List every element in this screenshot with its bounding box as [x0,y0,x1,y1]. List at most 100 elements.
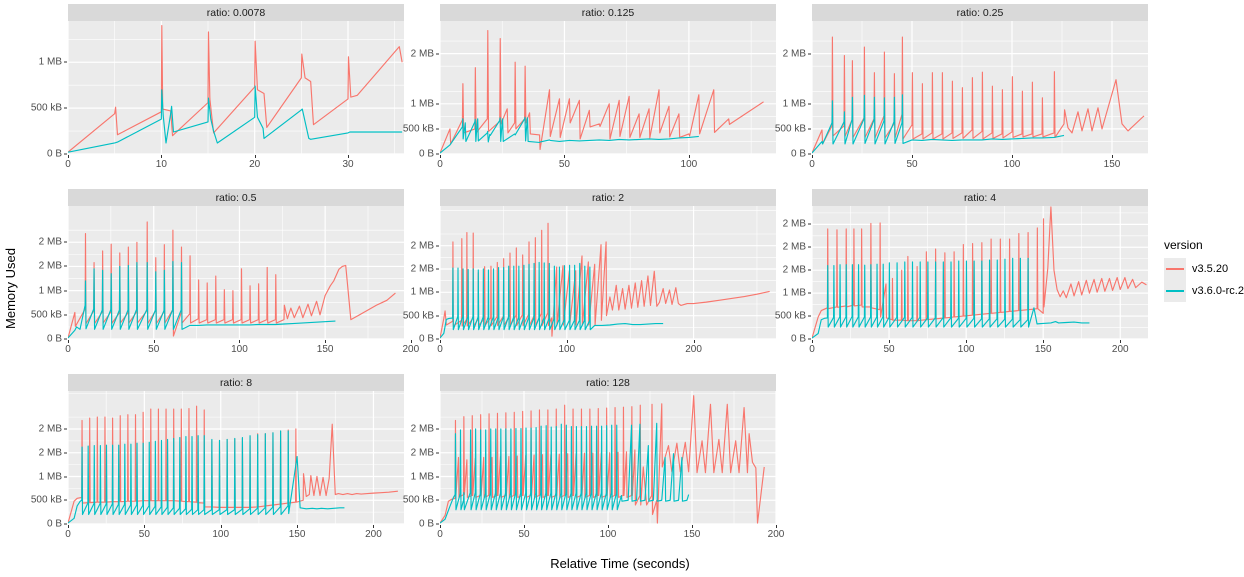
y-tick-mark [808,292,811,294]
x-tick-label: 50 [558,159,570,170]
x-tick-mark [693,340,695,343]
facet-panel: ratio: 0.5 [68,189,404,339]
x-tick-label: 50 [138,529,150,540]
plot-area [68,391,404,524]
x-tick-mark [325,340,327,343]
y-tick-mark [64,428,67,430]
y-axis-title-text: Memory Used [2,248,18,329]
x-tick-mark [566,340,568,343]
gridlines [812,21,1148,154]
x-tick-mark [373,525,375,528]
facet-panel: ratio: 8 [68,374,404,524]
x-tick-label: 0 [809,344,815,355]
x-tick-label: 0 [437,529,443,540]
y-tick-label: 2 MB [410,48,434,60]
x-tick-label: 200 [402,344,420,355]
y-tick-label: 500 kB [30,309,62,321]
y-tick-mark [436,128,439,130]
gridlines [440,21,776,154]
y-tick-label: 1 MB [410,286,434,298]
x-tick-mark [812,155,813,158]
y-tick-mark [808,269,811,271]
x-tick-label: 20 [249,159,261,170]
facet-strip-label: ratio: 4 [812,189,1148,206]
x-tick-label: 50 [518,529,530,540]
gridlines [440,206,776,339]
legend-item: v3.6.0-rc.2 [1164,280,1244,302]
x-tick-mark [912,155,913,158]
facet-strip-label: ratio: 0.125 [440,4,776,21]
y-tick-label: 0 B [790,148,806,160]
x-tick-label: 100 [957,344,975,355]
y-tick-mark [64,107,67,109]
x-tick-label: 50 [906,159,918,170]
series-line [440,261,664,339]
y-tick-label: 0 B [418,333,434,345]
facet-strip-label: ratio: 0.25 [812,4,1148,21]
y-tick-mark [436,523,439,525]
x-tick-mark [692,525,693,528]
x-tick-mark [440,525,441,528]
x-tick-label: 200 [365,529,382,540]
series-line [440,116,699,154]
legend-key-swatch [1164,280,1186,302]
x-tick-mark [153,340,155,343]
y-tick-mark [436,53,439,55]
facet-strip-label: ratio: 2 [440,189,776,206]
series-line [440,422,690,524]
x-tick-mark [1012,155,1013,158]
y-tick-mark [64,153,67,155]
x-tick-mark [608,525,609,528]
series-line [68,405,398,524]
facet-panel: ratio: 2 [440,189,776,339]
y-tick-label: 1 MB [782,287,806,299]
facet-panel: ratio: 4 [812,189,1148,339]
y-tick-mark [808,53,811,55]
y-tick-mark [436,268,439,270]
series-line [440,395,765,524]
x-tick-label: 100 [599,529,617,540]
x-tick-label: 0 [65,529,71,540]
x-tick-mark [889,340,891,343]
x-tick-mark [524,525,525,528]
y-tick-mark [808,153,811,155]
x-tick-mark [68,340,69,343]
y-tick-mark [436,103,439,105]
plot-area [440,391,776,524]
x-tick-mark [68,155,69,158]
gridlines [68,206,404,339]
x-tick-label: 200 [685,344,702,355]
legend-line-icon [1166,290,1184,292]
legend-line-icon [1166,268,1184,270]
y-tick-label: 2 MB [38,236,62,248]
y-tick-label: 2 MB [410,447,434,459]
y-tick-mark [64,499,67,501]
y-tick-mark [808,128,811,130]
y-tick-label: 2 MB [38,423,62,435]
series-line [68,25,403,153]
series-line [440,29,764,154]
x-tick-label: 200 [1111,344,1129,355]
y-tick-label: 1 MB [782,98,806,110]
y-tick-label: 0 B [418,518,434,530]
x-tick-mark [564,155,566,158]
y-tick-mark [64,338,67,340]
x-tick-label: 100 [1003,159,1021,170]
y-tick-mark [436,291,439,293]
y-tick-mark [436,452,439,454]
y-tick-mark [808,223,811,225]
y-tick-mark [808,103,811,105]
y-tick-label: 500 kB [774,310,806,322]
x-tick-mark [161,155,163,158]
series-line [812,257,1090,339]
y-tick-label: 500 kB [402,123,434,135]
y-tick-label: 500 kB [774,123,806,135]
x-tick-label: 150 [1034,344,1052,355]
y-tick-mark [436,315,439,317]
legend-item-label: v3.5.20 [1192,263,1229,275]
y-tick-label: 2 MB [782,48,806,60]
y-tick-mark [808,315,811,317]
legend: version v3.5.20 v3.6.0-rc.2 [1164,238,1244,302]
y-tick-label: 2 MB [38,260,62,272]
y-tick-label: 0 B [790,333,806,345]
